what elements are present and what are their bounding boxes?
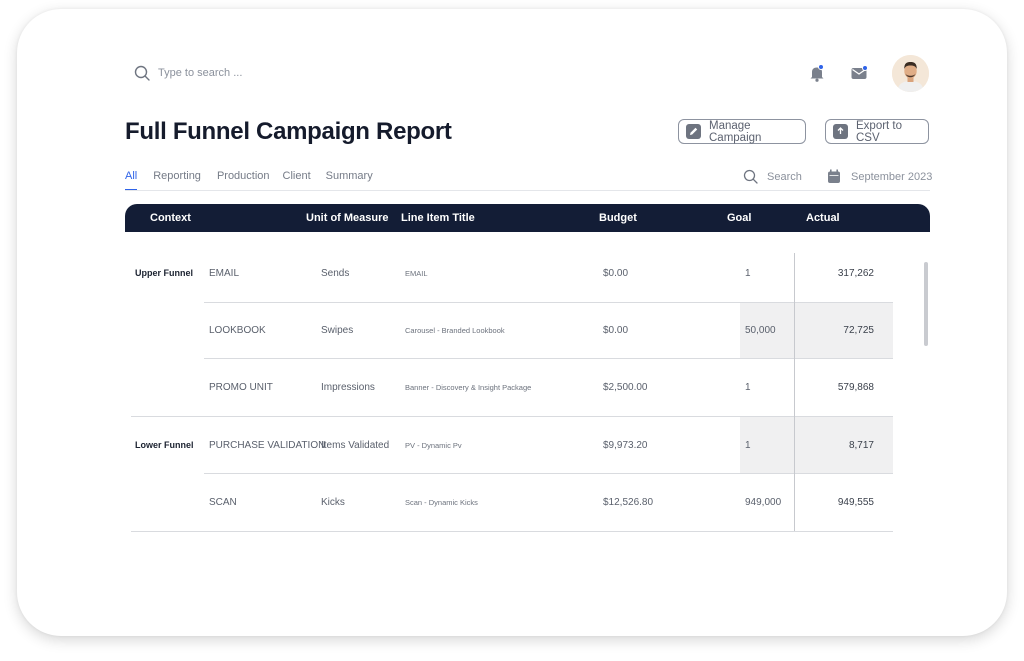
col-unit-of-measure[interactable]: Unit of Measure — [306, 212, 389, 224]
cell-budget: $12,526.80 — [603, 497, 654, 508]
group-upper-funnel: Upper Funnel — [135, 268, 193, 278]
tab-reporting[interactable]: Reporting — [153, 170, 201, 182]
cell-context: PURCHASE VALIDATION — [209, 440, 326, 451]
cell-actual: 8,717 — [848, 440, 874, 451]
page-title: Full Funnel Campaign Report — [125, 118, 452, 145]
tab-client[interactable]: Client — [282, 170, 311, 182]
cell-context: SCAN — [209, 497, 237, 508]
cell-goal: 949,000 — [745, 497, 782, 508]
date-picker[interactable]: September 2023 — [827, 169, 932, 184]
cell-budget: $0.00 — [603, 268, 629, 279]
mail-icon — [851, 68, 867, 79]
notifications-button[interactable] — [807, 63, 827, 83]
row-divider — [204, 473, 893, 474]
cell-title: Banner - Discovery & Insight Package — [405, 383, 532, 392]
search-icon — [743, 169, 758, 184]
col-goal[interactable]: Goal — [727, 212, 752, 224]
cell-title: Carousel - Branded Lookbook — [405, 326, 505, 335]
group-divider — [131, 416, 893, 417]
row-divider — [204, 358, 893, 359]
bell-icon — [810, 67, 824, 82]
col-context[interactable]: Context — [150, 212, 191, 224]
cell-actual: 72,725 — [843, 325, 874, 336]
table-scrollbar[interactable] — [924, 262, 928, 346]
col-budget[interactable]: Budget — [599, 212, 637, 224]
cell-unit: Swipes — [321, 325, 354, 336]
cell-context: PROMO UNIT — [209, 382, 273, 393]
cell-unit: Sends — [321, 268, 350, 279]
search-icon — [134, 65, 150, 81]
manage-campaign-button[interactable]: Manage Campaign — [678, 119, 806, 144]
cell-actual: 317,262 — [837, 268, 874, 279]
row-divider — [204, 302, 893, 303]
export-file-icon — [833, 124, 848, 139]
cell-context: LOOKBOOK — [209, 325, 266, 336]
tab-summary[interactable]: Summary — [325, 170, 373, 182]
tab-production[interactable]: Production — [216, 170, 270, 182]
edit-icon — [686, 124, 701, 139]
calendar-icon — [828, 169, 840, 183]
cell-goal: 1 — [745, 440, 751, 451]
group-lower-funnel: Lower Funnel — [135, 440, 194, 450]
messages-button[interactable] — [849, 63, 869, 83]
cell-goal: 50,000 — [745, 325, 776, 336]
manage-campaign-label: Manage Campaign — [709, 119, 762, 144]
cell-title: Scan - Dynamic Kicks — [405, 498, 478, 507]
table-header: Context Unit of Measure Line Item Title … — [125, 204, 930, 232]
table-bottom-line — [131, 531, 893, 532]
cell-unit: Kicks — [321, 497, 345, 508]
global-search[interactable]: Type to search ... — [134, 65, 242, 81]
cell-unit: Impressions — [321, 382, 375, 393]
search-placeholder[interactable]: Type to search ... — [158, 67, 243, 79]
date-label: September 2023 — [851, 170, 933, 183]
table-search-label: Search — [767, 170, 802, 183]
export-csv-label: Export to CSV — [856, 119, 903, 144]
cell-context: EMAIL — [209, 268, 240, 279]
table-search[interactable]: Search — [743, 169, 802, 184]
cell-actual: 579,868 — [837, 382, 874, 393]
cell-goal: 1 — [745, 268, 751, 279]
cell-budget: $2,500.00 — [603, 382, 648, 393]
cell-title: PV - Dynamic Pv — [405, 441, 462, 450]
notification-dot — [818, 64, 824, 70]
cell-budget: $9,973.20 — [603, 440, 648, 451]
cell-budget: $0.00 — [603, 325, 629, 336]
cell-goal: 1 — [745, 382, 751, 393]
cell-title: EMAIL — [405, 269, 428, 278]
highlight-cell — [740, 302, 893, 358]
column-divider — [794, 253, 795, 531]
tab-bar: All Reporting Production Client Summary — [125, 170, 389, 191]
cell-actual: 949,555 — [837, 497, 874, 508]
tab-all[interactable]: All — [125, 170, 138, 191]
export-csv-button[interactable]: Export to CSV — [825, 119, 929, 144]
tab-divider — [125, 190, 930, 191]
col-line-item-title[interactable]: Line Item Title — [401, 212, 475, 224]
message-dot — [862, 65, 868, 71]
highlight-cell — [740, 417, 893, 473]
avatar[interactable] — [892, 55, 929, 92]
cell-unit: Items Validated — [321, 440, 390, 451]
col-actual[interactable]: Actual — [806, 212, 840, 224]
